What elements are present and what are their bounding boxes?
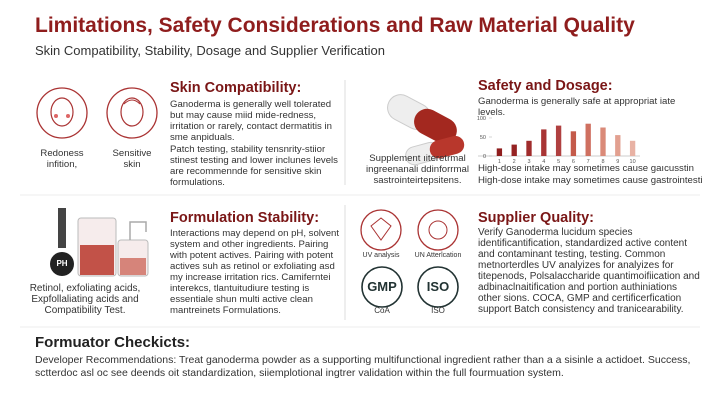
bar: [600, 127, 606, 156]
gmp-label: GMP: [367, 279, 397, 294]
dot: [54, 114, 58, 118]
paragraph: Interactions may depend on pH, solvent s…: [170, 228, 340, 316]
title: Limitations, Safety Considerations and R…: [35, 14, 635, 37]
bar: [511, 144, 517, 156]
tube: [129, 221, 147, 240]
iso-label: ISO: [426, 279, 450, 294]
icon-label: Redoness infition,: [40, 148, 84, 170]
note: High-dose intake may sometimes cause gaı…: [478, 163, 694, 174]
note: High-dose intake may sometimes cause gas…: [478, 175, 703, 186]
iso-icon: [417, 266, 459, 308]
hair: [123, 99, 141, 105]
heading: Skin Compatibility:: [170, 80, 302, 96]
gmp-icon: [361, 266, 403, 308]
auth-icon: [417, 209, 459, 251]
bar: [541, 129, 547, 156]
bar: [526, 140, 532, 156]
x-tick-label: 1: [498, 159, 501, 165]
dot: [66, 114, 70, 118]
capsule: [387, 94, 457, 144]
uv-icon: [360, 209, 402, 251]
y-tick-label: 100: [477, 116, 486, 122]
caption: Supplement ıiteretrmal ingreenanali ddin…: [366, 153, 469, 186]
heading: Safety and Dosage:: [478, 78, 613, 94]
x-tick-label: 6: [572, 159, 575, 165]
icon-caption: ISO: [431, 306, 445, 315]
icon-caption: CoA: [374, 306, 390, 315]
bar: [585, 123, 591, 156]
y-tick-label: 50: [480, 135, 486, 141]
caption: Retinol, exfoliating acids, Expfollaliat…: [29, 283, 141, 316]
x-tick-label: 7: [587, 159, 590, 165]
x-tick-label: 8: [601, 159, 604, 165]
heading: Formuator Checkicts:: [35, 334, 191, 351]
y-tick-label: 0: [483, 154, 486, 160]
heading: Formulation Stability:: [170, 210, 320, 226]
redness-icon: [36, 87, 88, 139]
x-tick-label: 4: [542, 159, 545, 165]
bar: [629, 140, 636, 156]
face: [120, 97, 144, 127]
gem: [370, 217, 392, 241]
dropper: [58, 208, 66, 248]
paragraph: Developer Recommendations: Treat ganoder…: [35, 354, 691, 379]
paragraph: Ganoderma is generally well tolerated bu…: [170, 99, 332, 143]
bar: [570, 131, 577, 156]
icon-label: UN Atterlcation: [414, 252, 462, 259]
subtitle: Skin Compatibility, Stability, Dosage an…: [35, 43, 385, 58]
heading: Supplier Quality:: [478, 210, 595, 226]
liquid: [120, 258, 146, 275]
paragraph: Ganoderma is generally safe at appropria…: [478, 96, 676, 118]
ph-badge: [50, 252, 74, 276]
bar: [555, 125, 562, 156]
bar: [615, 135, 621, 156]
icon-label: UV analysis: [362, 252, 400, 259]
x-tick-label: 3: [527, 159, 530, 165]
x-tick-label: 5: [557, 159, 560, 165]
sensitive-icon: [106, 87, 158, 139]
paragraph: Verify Ganoderma lucidum species identif…: [478, 227, 700, 315]
liquid: [80, 245, 114, 275]
mesh: [428, 220, 448, 240]
x-tick-label: 2: [513, 159, 516, 165]
x-tick-label: 9: [616, 159, 619, 165]
x-tick-label: 10: [630, 159, 636, 165]
paragraph: Patch testing, stability tensnrity-stiio…: [170, 144, 338, 188]
bar: [496, 148, 503, 156]
face: [50, 97, 74, 127]
icon-label: Sensitive skin: [112, 148, 152, 170]
ph-label: PH: [56, 259, 68, 268]
capsule: [405, 135, 465, 166]
